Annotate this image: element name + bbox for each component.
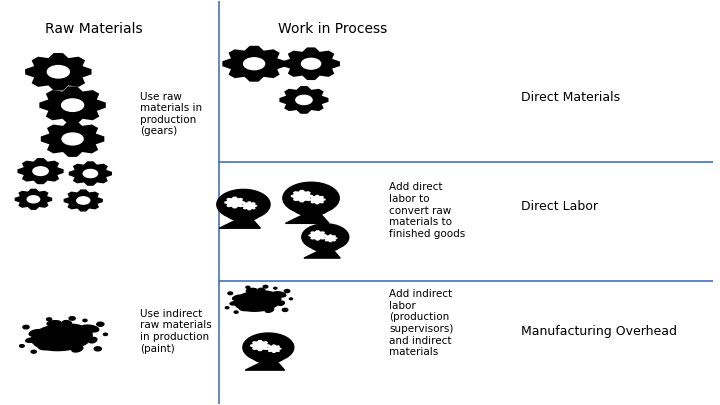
Circle shape [94,347,102,351]
Circle shape [33,167,48,175]
Circle shape [84,169,97,178]
Polygon shape [68,161,112,186]
Text: Use raw
materials in
production
(gears): Use raw materials in production (gears) [140,92,202,136]
Circle shape [274,287,277,289]
Text: Direct Materials: Direct Materials [521,92,620,104]
Circle shape [19,345,24,347]
FancyBboxPatch shape [236,214,251,224]
Circle shape [27,196,40,203]
Polygon shape [308,230,327,241]
Circle shape [96,322,104,326]
Circle shape [271,347,276,350]
Ellipse shape [89,337,97,343]
Circle shape [104,333,107,335]
Ellipse shape [240,307,248,311]
Polygon shape [285,215,329,223]
Circle shape [234,311,238,313]
Circle shape [31,350,36,353]
Polygon shape [279,86,328,114]
Text: Use indirect
raw materials
in production
(paint): Use indirect raw materials in production… [140,309,212,354]
Circle shape [289,298,292,300]
Ellipse shape [230,302,238,305]
Ellipse shape [258,288,265,292]
Circle shape [283,182,339,214]
Ellipse shape [63,321,71,325]
Circle shape [284,290,289,293]
Polygon shape [14,189,52,210]
Polygon shape [282,47,340,80]
Circle shape [246,286,250,288]
Polygon shape [291,190,313,202]
Circle shape [228,292,233,294]
Circle shape [246,204,252,207]
Circle shape [225,307,229,309]
Polygon shape [309,195,325,205]
Ellipse shape [29,330,43,336]
Polygon shape [304,251,341,258]
Circle shape [217,190,270,220]
Circle shape [47,318,52,321]
Circle shape [243,58,265,70]
Ellipse shape [72,346,83,352]
Circle shape [231,200,238,205]
Polygon shape [266,344,282,353]
FancyBboxPatch shape [319,245,332,254]
Ellipse shape [32,324,92,351]
Circle shape [77,197,90,204]
Ellipse shape [265,307,274,312]
Ellipse shape [278,301,284,305]
Text: Add direct
labor to
convert raw
materials to
finished goods: Add direct labor to convert raw material… [390,182,466,239]
Circle shape [302,58,320,69]
Ellipse shape [293,200,329,216]
Polygon shape [63,190,103,211]
Ellipse shape [227,206,261,221]
Circle shape [69,317,75,320]
Circle shape [62,99,84,111]
Polygon shape [241,201,257,210]
Text: Add indirect
labor
(production
supervisors)
and indirect
materials: Add indirect labor (production superviso… [390,289,454,357]
Circle shape [48,66,69,78]
Circle shape [257,344,264,347]
Circle shape [62,133,83,145]
Polygon shape [323,234,338,242]
Text: Manufacturing Overhead: Manufacturing Overhead [521,325,677,338]
Polygon shape [40,86,106,124]
FancyBboxPatch shape [303,208,319,218]
Text: Direct Labor: Direct Labor [521,200,598,213]
Circle shape [263,286,268,288]
Ellipse shape [235,291,281,311]
Ellipse shape [246,288,257,292]
Ellipse shape [38,345,50,350]
Circle shape [302,224,348,250]
Ellipse shape [273,292,286,297]
Circle shape [328,237,333,240]
Polygon shape [25,53,91,91]
Circle shape [23,325,29,329]
Polygon shape [250,340,270,351]
Polygon shape [41,121,104,157]
Circle shape [315,234,320,237]
Ellipse shape [26,338,37,342]
Ellipse shape [47,321,61,326]
Ellipse shape [252,349,284,363]
Polygon shape [219,220,261,228]
Circle shape [298,194,305,198]
Circle shape [282,308,288,311]
Polygon shape [17,158,63,184]
Circle shape [83,319,87,322]
Ellipse shape [233,295,243,300]
Polygon shape [225,196,245,209]
Polygon shape [246,362,284,370]
Circle shape [315,198,320,201]
Circle shape [296,95,312,104]
Ellipse shape [81,325,99,332]
Polygon shape [222,46,286,82]
Text: Work in Process: Work in Process [278,21,387,36]
FancyBboxPatch shape [261,356,275,366]
Text: Raw Materials: Raw Materials [45,21,143,36]
Ellipse shape [310,239,341,252]
Circle shape [243,333,294,362]
